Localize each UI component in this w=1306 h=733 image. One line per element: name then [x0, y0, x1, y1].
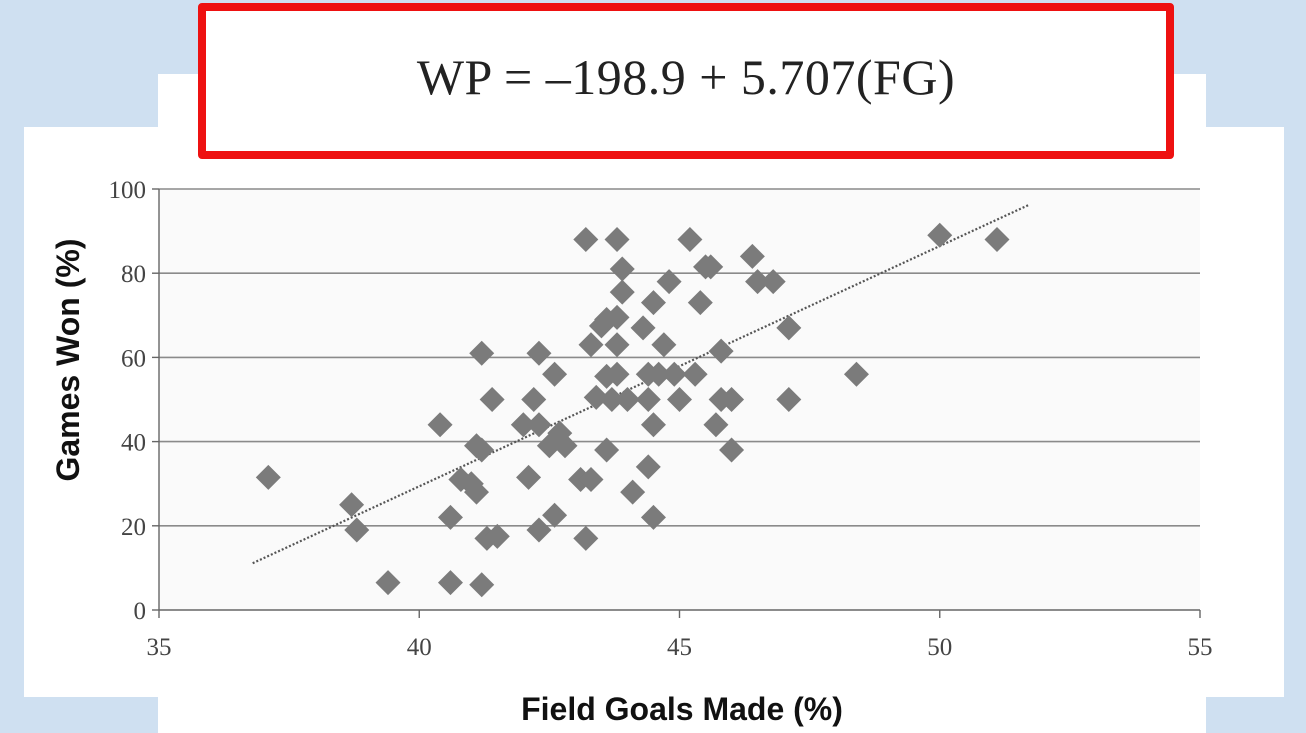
- data-point-63: [698, 254, 724, 280]
- data-point-16: [484, 523, 510, 549]
- xtick-label-45: 45: [667, 634, 692, 661]
- data-point-9: [464, 479, 490, 505]
- data-point-6: [437, 570, 463, 596]
- equation-box: WP = –198.9 + 5.707(FG): [198, 3, 1174, 159]
- data-point-0: [255, 464, 281, 490]
- xtick-label-50: 50: [927, 634, 952, 661]
- data-point-11: [469, 437, 495, 463]
- data-point-46: [620, 479, 646, 505]
- xtick-label-40: 40: [407, 634, 432, 661]
- ytick-label-100: 100: [109, 177, 147, 204]
- data-point-68: [719, 387, 745, 412]
- data-point-48: [635, 454, 661, 480]
- data-point-13: [469, 572, 495, 598]
- data-point-51: [640, 504, 666, 530]
- data-point-2: [344, 517, 370, 543]
- xtick-label-35: 35: [147, 634, 172, 661]
- data-point-22: [526, 340, 552, 366]
- data-point-27: [552, 433, 578, 459]
- data-point-64: [703, 412, 729, 438]
- gridlines: [159, 188, 1200, 527]
- x-axis-title: Field Goals Made (%): [521, 691, 843, 727]
- data-point-54: [646, 361, 672, 387]
- data-point-69: [739, 243, 765, 269]
- data-point-5: [437, 504, 463, 530]
- data-point-56: [656, 269, 682, 295]
- data-point-44: [609, 256, 635, 282]
- data-point-58: [667, 387, 692, 412]
- data-point-21: [526, 517, 552, 543]
- data-point-17: [510, 412, 536, 438]
- data-point-55: [651, 332, 677, 358]
- ytick-label-20: 20: [121, 514, 146, 541]
- data-point-42: [604, 361, 630, 387]
- data-point-24: [542, 361, 568, 387]
- data-point-57: [661, 361, 687, 387]
- data-point-40: [604, 304, 630, 330]
- data-point-47: [630, 315, 656, 341]
- data-point-45: [614, 387, 640, 412]
- regression-equation: WP = –198.9 + 5.707(FG): [416, 49, 956, 105]
- ytick-label-0: 0: [134, 598, 147, 625]
- data-point-39: [604, 227, 630, 253]
- data-point-74: [843, 361, 869, 387]
- data-point-3: [375, 570, 401, 596]
- ytick-label-60: 60: [121, 345, 146, 372]
- data-point-76: [984, 227, 1010, 253]
- data-point-72: [776, 315, 802, 341]
- data-point-43: [609, 279, 635, 305]
- data-point-61: [687, 290, 713, 316]
- data-point-4: [427, 412, 453, 438]
- data-point-41: [604, 332, 630, 358]
- data-point-60: [682, 361, 708, 387]
- data-point-12: [469, 340, 495, 366]
- data-point-52: [640, 290, 666, 316]
- data-point-29: [573, 227, 599, 253]
- data-point-25: [542, 502, 568, 528]
- xtick-label-55: 55: [1188, 634, 1213, 661]
- data-point-32: [578, 332, 604, 358]
- data-point-33: [583, 384, 609, 410]
- data-point-1: [339, 492, 365, 518]
- data-point-18: [516, 464, 542, 490]
- data-point-20: [526, 412, 552, 438]
- data-point-53: [640, 412, 666, 438]
- data-point-71: [760, 269, 786, 295]
- data-point-19: [521, 387, 547, 412]
- data-point-50: [635, 387, 661, 412]
- y-axis-title: Games Won (%): [50, 239, 86, 482]
- axes: [152, 188, 1201, 618]
- slide-background-bottom: [158, 690, 1206, 733]
- data-points: [255, 222, 1010, 598]
- data-point-30: [573, 525, 599, 551]
- tick-labels: 0 20 40 60 80 100 35 40 45 50 55: [109, 177, 1213, 661]
- data-point-65: [708, 338, 734, 364]
- data-point-38: [599, 387, 625, 412]
- data-point-73: [776, 387, 802, 412]
- ytick-label-80: 80: [121, 261, 146, 288]
- data-point-36: [594, 437, 620, 463]
- data-point-59: [677, 227, 703, 253]
- data-point-67: [719, 437, 745, 463]
- data-point-15: [479, 387, 505, 412]
- data-point-70: [745, 269, 771, 295]
- data-point-31: [578, 466, 604, 492]
- ytick-label-40: 40: [121, 430, 146, 457]
- data-point-75: [927, 222, 953, 248]
